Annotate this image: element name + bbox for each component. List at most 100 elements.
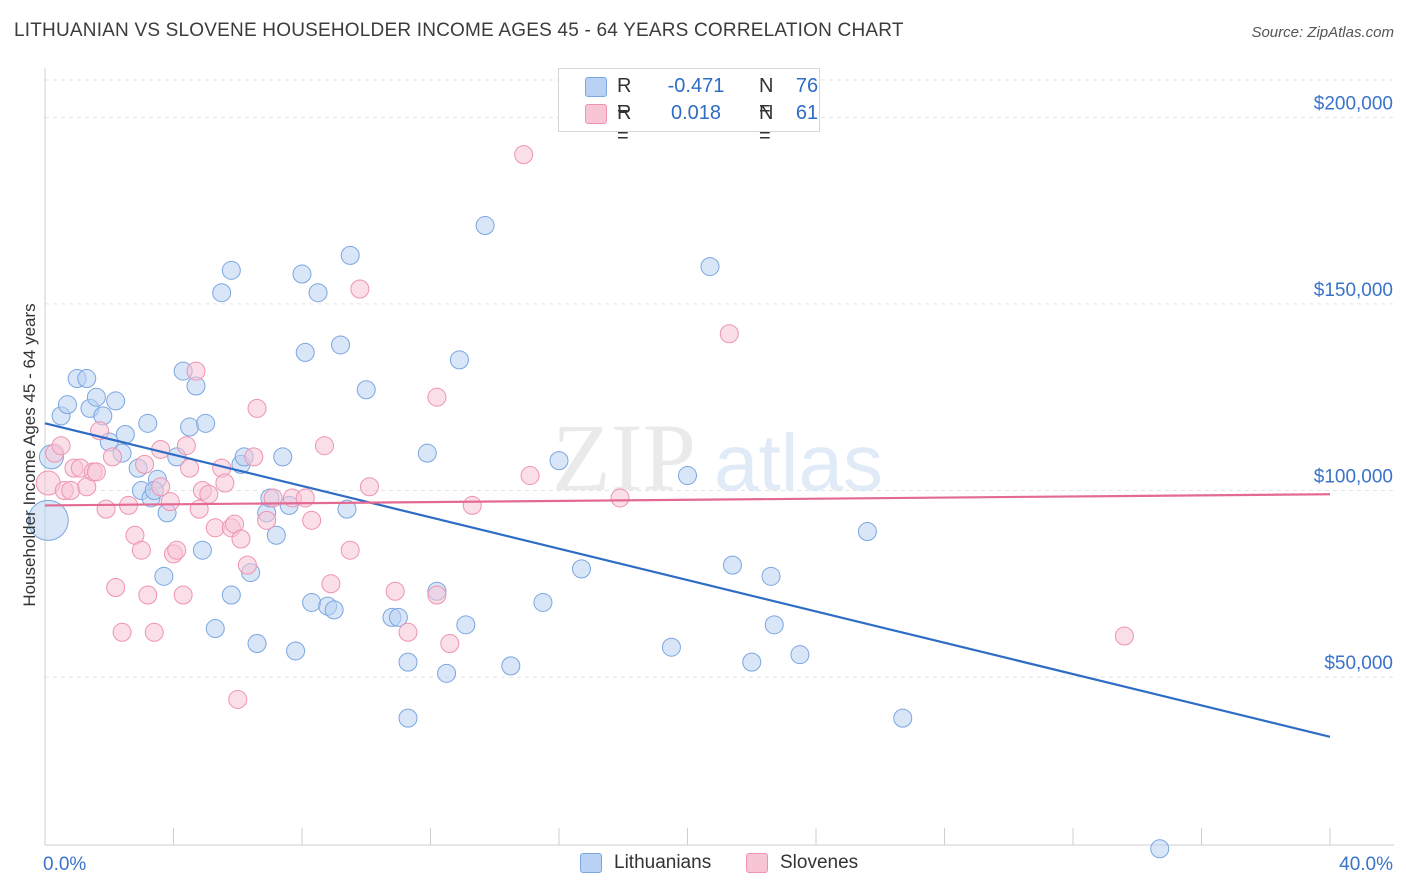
point-slovenes bbox=[350, 279, 370, 299]
point-lithuanians bbox=[247, 633, 267, 653]
point-slovenes bbox=[102, 447, 122, 467]
point-lithuanians bbox=[764, 615, 784, 635]
legend-label: Slovenes bbox=[780, 852, 859, 873]
point-lithuanians bbox=[292, 264, 312, 284]
point-lithuanians bbox=[417, 443, 437, 463]
point-slovenes bbox=[244, 447, 264, 467]
watermark: ZIP atlas bbox=[552, 404, 883, 511]
point-lithuanians bbox=[340, 245, 360, 265]
legend-swatch-lithuanians bbox=[585, 77, 607, 97]
point-lithuanians bbox=[501, 656, 521, 676]
point-lithuanians bbox=[742, 652, 762, 672]
point-slovenes bbox=[427, 585, 447, 605]
y-tick-label: $100,000 bbox=[1314, 466, 1393, 487]
chart-title: LITHUANIAN VS SLOVENE HOUSEHOLDER INCOME… bbox=[14, 20, 904, 41]
point-slovenes bbox=[314, 436, 334, 456]
point-slovenes bbox=[321, 574, 341, 594]
point-slovenes bbox=[131, 540, 151, 560]
point-lithuanians bbox=[221, 585, 241, 605]
point-slovenes bbox=[112, 622, 132, 642]
tick-labels: $50,000 $100,000 $150,000 $200,000 0.0% 40.0% bbox=[43, 93, 1393, 875]
point-slovenes bbox=[96, 499, 116, 519]
point-slovenes bbox=[167, 540, 187, 560]
point-slovenes bbox=[106, 578, 126, 598]
point-lithuanians bbox=[437, 663, 457, 683]
data-points bbox=[27, 145, 1170, 859]
legend-swatch-lithuanians bbox=[580, 853, 602, 873]
point-lithuanians bbox=[398, 708, 418, 728]
point-lithuanians bbox=[266, 525, 286, 545]
point-lithuanians bbox=[722, 555, 742, 575]
point-slovenes bbox=[247, 398, 267, 418]
point-lithuanians bbox=[77, 369, 97, 389]
source-label: Source: ZipAtlas.com bbox=[1251, 24, 1394, 41]
point-slovenes bbox=[462, 495, 482, 515]
point-lithuanians bbox=[398, 652, 418, 672]
y-tick-label: $200,000 bbox=[1314, 93, 1393, 114]
point-slovenes bbox=[199, 484, 219, 504]
point-lithuanians bbox=[273, 447, 293, 467]
point-lithuanians bbox=[180, 417, 200, 437]
point-slovenes bbox=[520, 466, 540, 486]
n-value: 76 bbox=[795, 75, 819, 97]
point-slovenes bbox=[1114, 626, 1134, 646]
point-lithuanians bbox=[456, 615, 476, 635]
y-axis-label: Householder Income Ages 45 - 64 years bbox=[20, 303, 39, 606]
point-slovenes bbox=[61, 480, 81, 500]
point-lithuanians bbox=[196, 413, 216, 433]
point-lithuanians bbox=[27, 499, 69, 541]
point-slovenes bbox=[228, 689, 248, 709]
point-slovenes bbox=[205, 518, 225, 538]
n-label: N = bbox=[759, 102, 774, 147]
point-slovenes bbox=[160, 492, 180, 512]
r-label: R = bbox=[617, 102, 632, 147]
point-lithuanians bbox=[475, 216, 495, 236]
point-slovenes bbox=[135, 454, 155, 474]
point-lithuanians bbox=[212, 283, 232, 303]
point-slovenes bbox=[138, 585, 158, 605]
point-slovenes bbox=[231, 529, 251, 549]
point-lithuanians bbox=[700, 257, 720, 277]
point-slovenes bbox=[176, 436, 196, 456]
point-lithuanians bbox=[324, 600, 344, 620]
point-lithuanians bbox=[1150, 839, 1170, 859]
point-lithuanians bbox=[138, 413, 158, 433]
point-slovenes bbox=[610, 488, 630, 508]
point-slovenes bbox=[719, 324, 739, 344]
trend-line-slovenes bbox=[44, 493, 1331, 507]
point-lithuanians bbox=[286, 641, 306, 661]
trend-lines bbox=[44, 422, 1331, 738]
y-tick-label: $50,000 bbox=[1324, 653, 1393, 674]
point-slovenes bbox=[385, 581, 405, 601]
x-tick-label: 0.0% bbox=[43, 854, 86, 875]
point-lithuanians bbox=[449, 350, 469, 370]
point-lithuanians bbox=[221, 260, 241, 280]
legend-label: Lithuanians bbox=[614, 852, 712, 873]
point-lithuanians bbox=[86, 387, 106, 407]
point-lithuanians bbox=[308, 283, 328, 303]
point-lithuanians bbox=[106, 391, 126, 411]
point-slovenes bbox=[51, 436, 71, 456]
point-slovenes bbox=[440, 633, 460, 653]
trend-line-lithuanians bbox=[44, 422, 1331, 738]
point-lithuanians bbox=[331, 335, 351, 355]
point-slovenes bbox=[215, 473, 235, 493]
r-value: -0.471 bbox=[667, 75, 725, 97]
point-lithuanians bbox=[571, 559, 591, 579]
legend-swatch-slovenes bbox=[746, 853, 768, 873]
series-legend: Lithuanians Slovenes bbox=[0, 852, 1406, 878]
watermark-atlas: atlas bbox=[714, 418, 883, 507]
point-lithuanians bbox=[205, 619, 225, 639]
point-lithuanians bbox=[192, 540, 212, 560]
point-slovenes bbox=[257, 510, 277, 530]
point-lithuanians bbox=[388, 607, 408, 627]
point-lithuanians bbox=[154, 566, 174, 586]
point-slovenes bbox=[359, 477, 379, 497]
correlation-legend: R = -0.471 N = 76 R = 0.018 N = 61 bbox=[558, 68, 820, 147]
point-lithuanians bbox=[337, 499, 357, 519]
point-lithuanians bbox=[57, 395, 77, 415]
point-slovenes bbox=[186, 361, 206, 381]
point-slovenes bbox=[237, 555, 257, 575]
point-lithuanians bbox=[678, 466, 697, 486]
